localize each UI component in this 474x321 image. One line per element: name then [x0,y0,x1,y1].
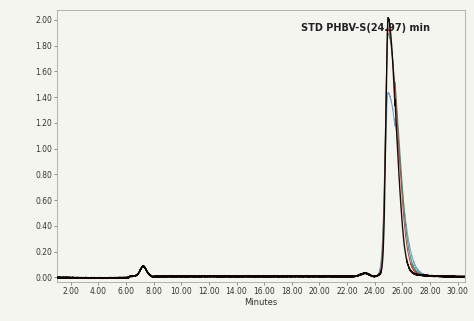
X-axis label: Minutes: Minutes [244,298,277,307]
Text: STD PHBV-S(24.97) min: STD PHBV-S(24.97) min [301,23,430,33]
